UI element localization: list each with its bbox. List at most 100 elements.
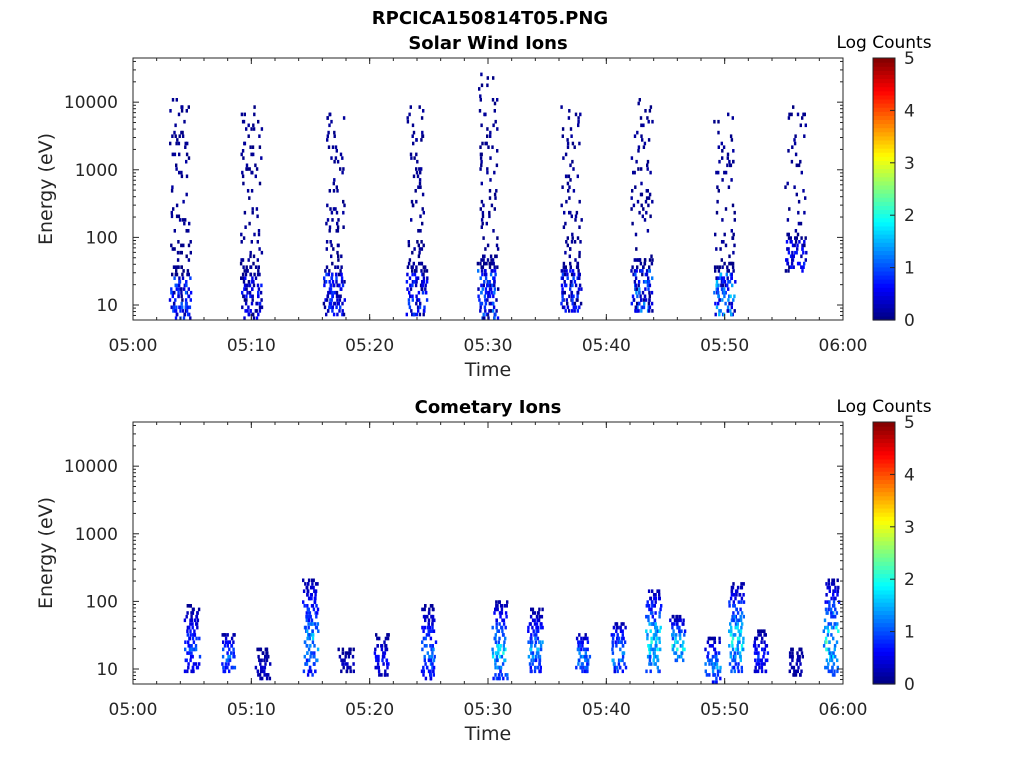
spectrogram-cell: [307, 607, 310, 612]
spectrogram-cell: [801, 654, 804, 659]
spectrogram-cell: [418, 261, 421, 266]
spectrogram-cell: [636, 301, 639, 306]
spectrogram-cell: [730, 589, 733, 593]
spectrogram-cell: [568, 185, 571, 189]
spectrogram-cell: [714, 232, 717, 237]
spectrogram-cell: [268, 676, 272, 681]
colorbar-step: [873, 160, 895, 166]
spectrogram-cell: [422, 636, 426, 641]
spectrogram-cell: [719, 272, 723, 277]
spectrogram-cell: [648, 269, 651, 273]
spectrogram-cell: [303, 654, 306, 659]
spectrogram-cell: [330, 276, 334, 280]
spectrogram-cell: [323, 305, 327, 310]
spectrogram-cell: [639, 116, 643, 120]
spectrogram-cell: [191, 607, 195, 612]
spectrogram-cell: [641, 290, 645, 295]
spectrogram-cell: [732, 298, 735, 302]
spectrogram-cell: [378, 673, 381, 677]
spectrogram-cell: [643, 294, 647, 299]
spectrogram-cell: [191, 654, 194, 659]
spectrogram-cell: [479, 156, 483, 160]
spectrogram-cell: [323, 283, 326, 288]
spectrogram-cell: [415, 138, 418, 142]
spectrogram-cell: [479, 145, 482, 149]
spectrogram-cell: [577, 662, 580, 666]
spectrogram-cell: [175, 98, 178, 102]
spectrogram-cell: [485, 221, 488, 226]
spectrogram-cell: [800, 170, 803, 175]
spectrogram-cell: [418, 305, 422, 310]
spectrogram-cell: [647, 287, 650, 291]
spectrogram-cell: [659, 607, 662, 612]
spectrogram-cell: [249, 265, 253, 269]
spectrogram-cell: [373, 651, 377, 655]
spectrogram-cell: [671, 644, 674, 648]
spectrogram-cell: [730, 669, 733, 674]
spectrogram-cell: [795, 662, 798, 666]
colorbar-step: [873, 475, 895, 480]
spectrogram-cell: [672, 614, 675, 619]
spectrogram-cell: [340, 669, 343, 674]
spectrogram-cell: [611, 658, 614, 663]
spectrogram-cell: [622, 636, 625, 641]
spectrogram-cell: [837, 600, 841, 604]
spectrogram-cell: [303, 640, 307, 644]
colorbar-step: [873, 679, 895, 685]
spectrogram-cell: [732, 582, 735, 586]
spectrogram-cell: [341, 662, 345, 666]
spectrogram-cell: [309, 614, 312, 619]
colorbar-step: [873, 487, 895, 493]
spectrogram-cell: [830, 658, 834, 663]
spectrogram-cell: [184, 305, 187, 310]
spectrogram-cell: [226, 644, 229, 648]
spectrogram-cell: [486, 127, 489, 131]
spectrogram-cell: [654, 625, 657, 630]
spectrogram-cell: [225, 658, 228, 663]
spectrogram-cell: [310, 578, 314, 583]
spectrogram-cell: [340, 272, 343, 277]
spectrogram-cell: [788, 112, 791, 117]
spectrogram-cell: [730, 640, 734, 644]
spectrogram-cell: [834, 607, 837, 612]
spectrogram-cell: [836, 658, 839, 663]
spectrogram-cell: [641, 272, 644, 277]
colorbar-step: [873, 250, 895, 256]
spectrogram-cell: [249, 250, 252, 255]
spectrogram-cell: [181, 130, 184, 135]
spectrogram-cell: [325, 298, 329, 302]
spectrogram-cell: [832, 611, 835, 615]
spectrogram-cell: [182, 316, 186, 320]
spectrogram-cell: [716, 658, 719, 663]
spectrogram-cell: [493, 192, 497, 197]
spectrogram-cell: [422, 629, 425, 633]
spectrogram-cell: [426, 651, 429, 655]
spectrogram-cell: [502, 618, 506, 623]
spectrogram-cell: [622, 651, 626, 655]
spectrogram-cell: [829, 607, 833, 612]
spectrogram-cell: [640, 305, 643, 310]
spectrogram-cell: [480, 218, 484, 222]
spectrogram-cell: [647, 119, 650, 124]
spectrogram-cell: [492, 76, 495, 80]
spectrogram-cell: [753, 669, 757, 674]
colorbar-step: [873, 315, 895, 321]
colorbar-step: [873, 115, 895, 120]
spectrogram-cell: [531, 640, 534, 644]
spectrogram-cell: [649, 669, 652, 674]
spectrogram-cell: [618, 640, 622, 644]
spectrogram-cell: [640, 167, 643, 171]
spectrogram-cell: [387, 633, 390, 637]
spectrogram-cell: [681, 647, 685, 652]
spectrogram-cell: [527, 640, 530, 644]
colorbar-tick-label: 5: [904, 413, 915, 433]
spectrogram-cell: [384, 644, 387, 648]
spectrogram-cell: [586, 647, 589, 652]
spectrogram-cell: [826, 600, 830, 604]
spectrogram-cell: [184, 640, 187, 644]
spectrogram-cell: [564, 309, 567, 313]
colorbar-step: [873, 307, 895, 313]
spectrogram-cell: [753, 640, 756, 644]
spectrogram-cell: [715, 305, 719, 310]
spectrogram-cell: [574, 305, 578, 310]
